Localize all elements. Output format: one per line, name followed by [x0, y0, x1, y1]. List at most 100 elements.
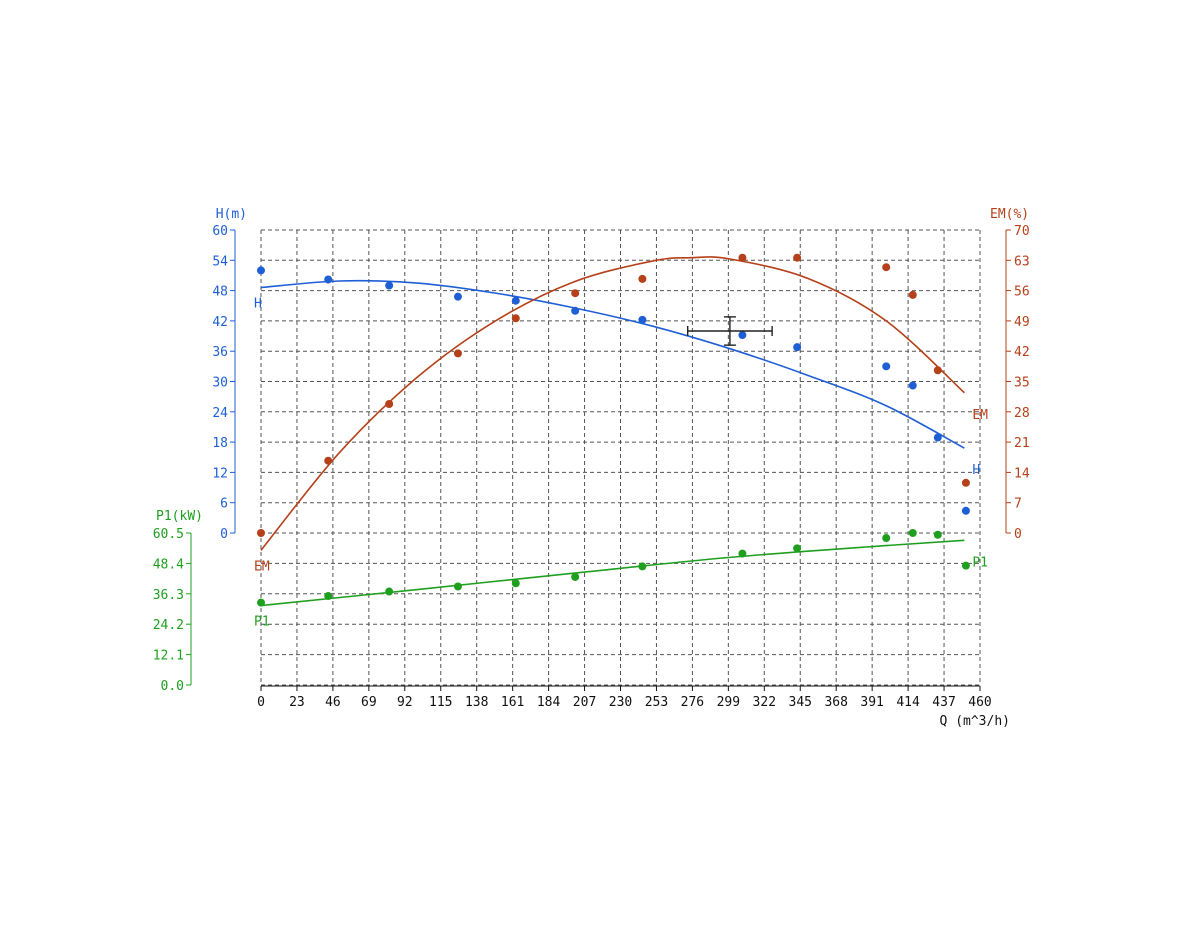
- h-data-point: [257, 266, 265, 275]
- x-tick-label: 368: [824, 695, 847, 710]
- h-data-point: [385, 281, 394, 290]
- h-data-point: [882, 362, 891, 371]
- p1-data-point: [961, 561, 970, 570]
- em-data-point: [257, 529, 265, 537]
- em-data-point: [933, 366, 942, 375]
- p1-axis-title: P1(kW): [156, 509, 203, 524]
- data-points: [257, 253, 970, 607]
- p1-data-point: [882, 534, 891, 543]
- h-data-point: [908, 381, 917, 390]
- x-tick-label: 161: [501, 695, 524, 710]
- x-tick-label: 299: [717, 695, 740, 710]
- em-data-point: [511, 314, 520, 323]
- h-axis-title: H(m): [216, 207, 247, 222]
- em-data-point: [882, 263, 891, 272]
- x-tick-label: 230: [609, 695, 632, 710]
- x-axis-title: Q (m^3/h): [940, 714, 1010, 729]
- x-tick-label: 253: [645, 695, 668, 710]
- h-data-point: [571, 306, 580, 315]
- x-tick-label: 46: [325, 695, 341, 710]
- em-tick-label: 14: [1014, 466, 1030, 481]
- h-data-point: [933, 433, 942, 442]
- p1-tick-label: 60.5: [153, 527, 184, 542]
- h-data-point: [638, 315, 647, 324]
- p1-series-label: P1: [972, 555, 988, 570]
- x-tick-label: 207: [573, 695, 596, 710]
- p1-tick-label: 24.2: [153, 618, 184, 633]
- p1-tick-label: 12.1: [153, 649, 184, 664]
- series-labels: H H EM EM P1 P1: [254, 297, 988, 630]
- h-tick-label: 48: [212, 285, 228, 300]
- p1-data-point: [908, 529, 917, 537]
- x-tick-label: 115: [429, 695, 452, 710]
- h-tick-label: 18: [212, 436, 228, 451]
- p1-data-point: [638, 562, 647, 571]
- em-tick-label: 21: [1014, 436, 1030, 451]
- p1-data-point: [511, 579, 520, 588]
- h-tick-label: 54: [212, 254, 228, 269]
- p1-data-point: [257, 598, 265, 607]
- x-tick-label: 0: [257, 695, 265, 710]
- h-tick-label: 6: [220, 497, 228, 512]
- h-data-point: [511, 296, 520, 305]
- x-tick-label: 184: [537, 695, 561, 710]
- p1-fit-curve: [260, 539, 965, 607]
- p1-tick-label: 0.0: [161, 679, 184, 694]
- x-tick-label: 345: [789, 695, 812, 710]
- p1-series-label: P1: [254, 615, 270, 630]
- h-tick-label: 0: [220, 527, 228, 542]
- x-tick-label: 460: [968, 695, 991, 710]
- p1-tick-label: 48.4: [153, 557, 184, 572]
- em-tick-label: 56: [1014, 285, 1030, 300]
- p1-data-point: [793, 544, 802, 553]
- h-series-label: H: [972, 463, 980, 478]
- p1-tick-label: 36.3: [153, 588, 184, 603]
- em-data-point: [453, 349, 462, 358]
- em-tick-label: 42: [1014, 345, 1030, 360]
- p1-data-point: [738, 549, 747, 558]
- em-data-point: [793, 253, 802, 262]
- h-tick-label: 42: [212, 315, 228, 330]
- x-tick-label: 437: [932, 695, 955, 710]
- x-tick-label: 391: [860, 695, 883, 710]
- chart-grid: [260, 229, 981, 686]
- h-tick-label: 36: [212, 345, 228, 360]
- p1-data-point: [385, 587, 394, 596]
- em-tick-label: 28: [1014, 406, 1030, 421]
- em-data-point: [324, 456, 333, 465]
- em-tick-label: 7: [1014, 497, 1022, 512]
- em-tick-label: 0: [1014, 527, 1022, 542]
- em-data-point: [638, 274, 647, 283]
- h-data-point: [793, 343, 802, 352]
- fit-curves: [260, 256, 965, 607]
- em-data-point: [571, 289, 580, 298]
- operating-point: [687, 316, 773, 346]
- h-data-point: [324, 275, 333, 284]
- em-tick-label: 63: [1014, 254, 1030, 269]
- h-data-point: [738, 331, 747, 340]
- em-data-point: [738, 253, 747, 262]
- em-series-label: EM: [254, 559, 270, 574]
- em-data-point: [961, 478, 970, 487]
- em-tick-label: 70: [1014, 224, 1030, 239]
- p1-data-point: [453, 582, 462, 591]
- p1-data-point: [571, 572, 580, 581]
- h-tick-label: 24: [212, 406, 228, 421]
- em-data-point: [385, 400, 394, 409]
- x-tick-label: 276: [681, 695, 704, 710]
- em-data-point: [908, 290, 917, 299]
- h-data-point: [961, 506, 970, 515]
- em-axis-title: EM(%): [990, 207, 1029, 222]
- x-tick-label: 414: [896, 695, 920, 710]
- em-series-label: EM: [972, 408, 988, 423]
- chart-axes: 0 23 46 69 92 115 138 161 184 207 230 253 276 299 322 3…: [153, 207, 1030, 729]
- x-tick-label: 92: [397, 695, 413, 710]
- x-tick-label: 69: [361, 695, 377, 710]
- p1-data-point: [933, 530, 942, 539]
- h-tick-label: 30: [212, 376, 228, 391]
- h-series-label: H: [254, 297, 262, 312]
- h-data-point: [453, 292, 462, 301]
- em-tick-label: 35: [1014, 376, 1030, 391]
